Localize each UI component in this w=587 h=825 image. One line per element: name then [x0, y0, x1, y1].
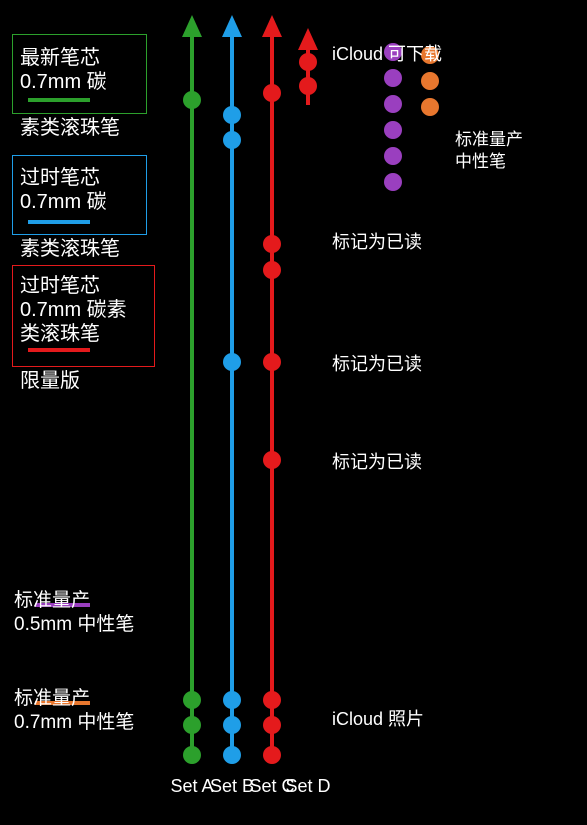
detached-purple-marker: [384, 121, 402, 139]
detached-orange-marker: [421, 98, 439, 116]
legend-swatch-B: [28, 220, 90, 224]
detached-purple-marker: [384, 95, 402, 113]
detached-purple-marker: [384, 69, 402, 87]
marker-D: [299, 53, 317, 71]
right-annotation-3: 标记为已读: [332, 448, 422, 474]
axis-D-arrow: [298, 28, 318, 50]
marker-C: [263, 261, 281, 279]
bottom-label-set-a: Set A: [170, 776, 213, 797]
bottom-label-set-b: Set B: [210, 776, 254, 797]
marker-C: [263, 716, 281, 734]
legend-text-A-0: 最新笔芯: [20, 46, 145, 70]
detached-purple-marker: [384, 173, 402, 191]
marker-A: [183, 746, 201, 764]
bottom-label-set-d: Set D: [285, 776, 330, 797]
right-annotation-2: 标记为已读: [332, 350, 422, 376]
legend-label-B: 素类滚珠笔: [20, 237, 120, 261]
axis-A: [190, 33, 194, 760]
mini-legend-orange-0: 标准量产: [14, 688, 90, 711]
marker-B: [223, 131, 241, 149]
detached-orange-marker: [421, 72, 439, 90]
legend-text-C-1: 0.7mm 碳素: [20, 298, 153, 322]
marker-B: [223, 106, 241, 124]
mini-legend-orange-1: 0.7mm 中性笔: [14, 712, 134, 735]
marker-A: [183, 716, 201, 734]
legend-text-B-1: 0.7mm 碳: [20, 190, 145, 214]
legend-swatch-C: [28, 348, 90, 352]
mini-legend-purple-1: 0.5mm 中性笔: [14, 614, 134, 637]
axis-B-arrow: [222, 15, 242, 37]
marker-B: [223, 691, 241, 709]
marker-A: [183, 91, 201, 109]
marker-B: [223, 746, 241, 764]
marker-C: [263, 746, 281, 764]
marker-C: [263, 235, 281, 253]
legend-label-C: 限量版: [20, 369, 80, 393]
marker-C: [263, 451, 281, 469]
marker-B: [223, 353, 241, 371]
marker-A: [183, 691, 201, 709]
marker-C: [263, 691, 281, 709]
axis-C-arrow: [262, 15, 282, 37]
right-annotation-4: iCloud 照片: [332, 705, 424, 731]
marker-C: [263, 84, 281, 102]
marker-D: [299, 77, 317, 95]
legend-text-C-0: 过时笔芯: [20, 274, 153, 298]
detached-label-1: 中性笔: [455, 147, 506, 172]
legend-text-C-2: 类滚珠笔: [20, 322, 153, 346]
right-annotation-0: iCloud 可下载: [332, 40, 442, 66]
right-annotation-1: 标记为已读: [332, 228, 422, 254]
legend-text-A-1: 0.7mm 碳: [20, 70, 145, 94]
legend-label-A: 素类滚珠笔: [20, 116, 120, 140]
legend-text-B-0: 过时笔芯: [20, 166, 145, 190]
legend-swatch-A: [28, 98, 90, 102]
marker-C: [263, 353, 281, 371]
marker-B: [223, 716, 241, 734]
axis-A-arrow: [182, 15, 202, 37]
detached-purple-marker: [384, 147, 402, 165]
axis-C: [270, 33, 274, 760]
mini-legend-purple-0: 标准量产: [14, 590, 90, 613]
diagram-canvas: 最新笔芯0.7mm 碳素类滚珠笔过时笔芯0.7mm 碳素类滚珠笔过时笔芯0.7m…: [0, 0, 587, 825]
